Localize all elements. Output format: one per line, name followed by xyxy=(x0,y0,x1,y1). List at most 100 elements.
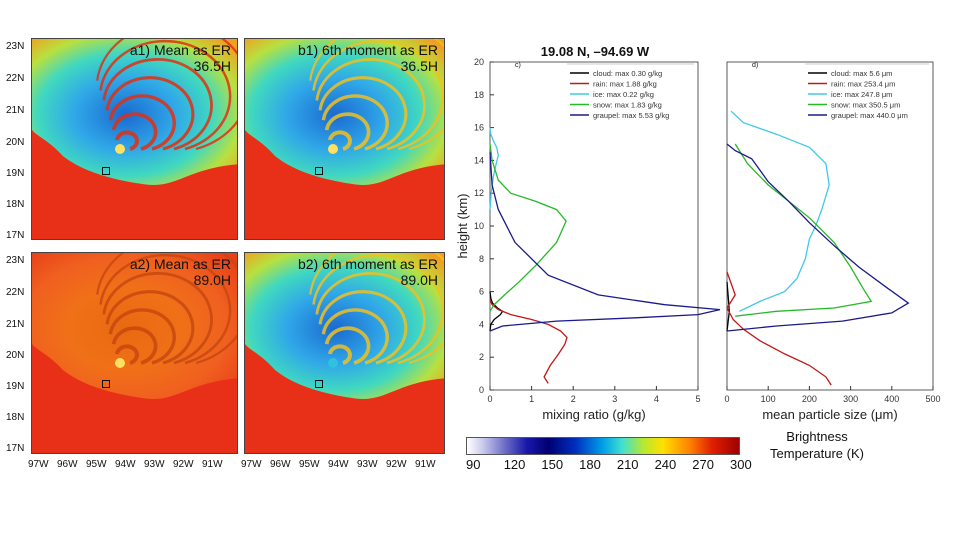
series-line-0 xyxy=(489,291,504,332)
rainband xyxy=(108,308,176,365)
lat-label: 23N xyxy=(6,41,25,52)
series-line-2 xyxy=(489,127,499,210)
lon-label: 93W xyxy=(144,459,165,470)
y-tick-label: 18 xyxy=(474,90,484,100)
x-tick-label: 500 xyxy=(925,394,940,404)
hurricane-eye xyxy=(115,144,125,154)
rainband xyxy=(324,112,371,151)
legend-entry: ice: max 0.22 g/kg xyxy=(593,90,654,99)
hurricane-eye xyxy=(328,358,338,368)
map-panel-b2: b2) 6th moment as ER 89.0H xyxy=(244,252,445,454)
series-line-3 xyxy=(489,143,567,312)
rainband xyxy=(105,76,195,151)
legend-entry: rain: max 1.88 g/kg xyxy=(593,80,657,89)
x-tick-label: 3 xyxy=(612,394,617,404)
lat-label: 22N xyxy=(6,287,25,298)
y-tick-label: 12 xyxy=(474,188,484,198)
map-title-b1: b1) 6th moment as ER 36.5H xyxy=(297,42,438,74)
map-image-b1 xyxy=(245,39,444,239)
lat-label: 21N xyxy=(6,105,25,116)
y-tick-label: 20 xyxy=(474,57,484,67)
lon-label: 91W xyxy=(202,459,223,470)
lat-label: 21N xyxy=(6,319,25,330)
rainband xyxy=(312,253,444,365)
lon-label: 97W xyxy=(28,459,49,470)
x-tick-label: 0 xyxy=(724,394,729,404)
colorbar-tick-label: 180 xyxy=(579,457,601,472)
legend-entry: snow: max 1.83 g/kg xyxy=(593,101,662,110)
legend-entry: cloud: max 5.6 μm xyxy=(831,69,892,78)
lon-label: 92W xyxy=(173,459,194,470)
map-panel-a2: a2) Mean as ER 89.0H xyxy=(31,252,238,454)
ocean-region xyxy=(245,253,444,399)
colorbar-tick-label: 210 xyxy=(616,457,639,472)
x-tick-label: 300 xyxy=(843,394,858,404)
lat-label: 18N xyxy=(6,199,25,210)
rainband xyxy=(102,57,213,151)
x-tick-label: 5 xyxy=(695,394,700,404)
chart-title: 19.08 N, –94.69 W xyxy=(541,44,650,59)
rainband xyxy=(96,39,237,151)
y-tick-label: 8 xyxy=(479,254,484,264)
rainband xyxy=(309,39,444,151)
location-box-marker xyxy=(315,380,323,388)
map-panel-a1: a1) Mean as ER 36.5H xyxy=(31,38,238,240)
legend-entry: graupel: max 440.0 μm xyxy=(831,111,908,120)
hurricane-eye xyxy=(115,358,125,368)
profile-chart-particle-size: 0 100 200 300 400 500 mean particle size (μm) d… xyxy=(724,61,941,422)
y-tick-label: 2 xyxy=(479,352,484,362)
lat-label: 20N xyxy=(6,350,25,361)
y-tick-label: 4 xyxy=(479,319,484,329)
rainband xyxy=(309,253,444,365)
lon-label: 97W xyxy=(241,459,262,470)
x-tick-label: 2 xyxy=(571,394,576,404)
rainband xyxy=(315,57,426,151)
map-title-a1: a1) Mean as ER 36.5H xyxy=(129,42,231,74)
rainband xyxy=(102,271,213,365)
legend-entry: graupel: max 5.53 g/kg xyxy=(593,111,669,120)
ocean-region xyxy=(245,39,444,185)
x-tick-label: 0 xyxy=(487,394,492,404)
series-line-4 xyxy=(489,152,721,332)
colorbar-tick-label: 120 xyxy=(503,457,526,472)
series-line-3 xyxy=(734,143,873,317)
lon-label: 91W xyxy=(415,459,436,470)
colorbar-tick-label: 270 xyxy=(692,457,714,472)
x-tick-label: 100 xyxy=(761,394,776,404)
rainband xyxy=(324,326,371,365)
lat-label: 19N xyxy=(6,381,25,392)
y-tick-label: 16 xyxy=(474,123,484,133)
rainband xyxy=(111,112,158,151)
panel-label: c) xyxy=(515,62,521,69)
rainband xyxy=(328,130,352,151)
lon-label: 95W xyxy=(86,459,107,470)
lon-label: 96W xyxy=(57,459,78,470)
map-title-a2: a2) Mean as ER 89.0H xyxy=(129,256,231,288)
rainband xyxy=(99,253,232,365)
rainband xyxy=(96,253,237,365)
rainband xyxy=(115,344,139,365)
rainband xyxy=(312,39,444,151)
lat-label: 23N xyxy=(6,255,25,266)
lat-label: 17N xyxy=(6,443,25,454)
colorbar xyxy=(466,437,740,455)
colorbar-tick-label: 300 xyxy=(730,457,752,472)
legend-entry: cloud: max 0.30 g/kg xyxy=(593,69,662,78)
location-box-marker xyxy=(102,380,110,388)
rainband xyxy=(321,94,389,151)
lon-label: 94W xyxy=(115,459,136,470)
colorbar-tick-label: 90 xyxy=(466,457,481,472)
rainband xyxy=(105,290,195,365)
rainband xyxy=(328,344,352,365)
rainband xyxy=(315,271,426,365)
lon-label: 95W xyxy=(299,459,320,470)
rainband xyxy=(108,94,176,151)
x-axis-label: mean particle size (μm) xyxy=(762,407,897,422)
x-tick-label: 200 xyxy=(802,394,817,404)
series-line-0 xyxy=(726,281,730,332)
series-line-2 xyxy=(730,110,830,312)
lon-label: 92W xyxy=(386,459,407,470)
y-tick-label: 0 xyxy=(479,385,484,395)
